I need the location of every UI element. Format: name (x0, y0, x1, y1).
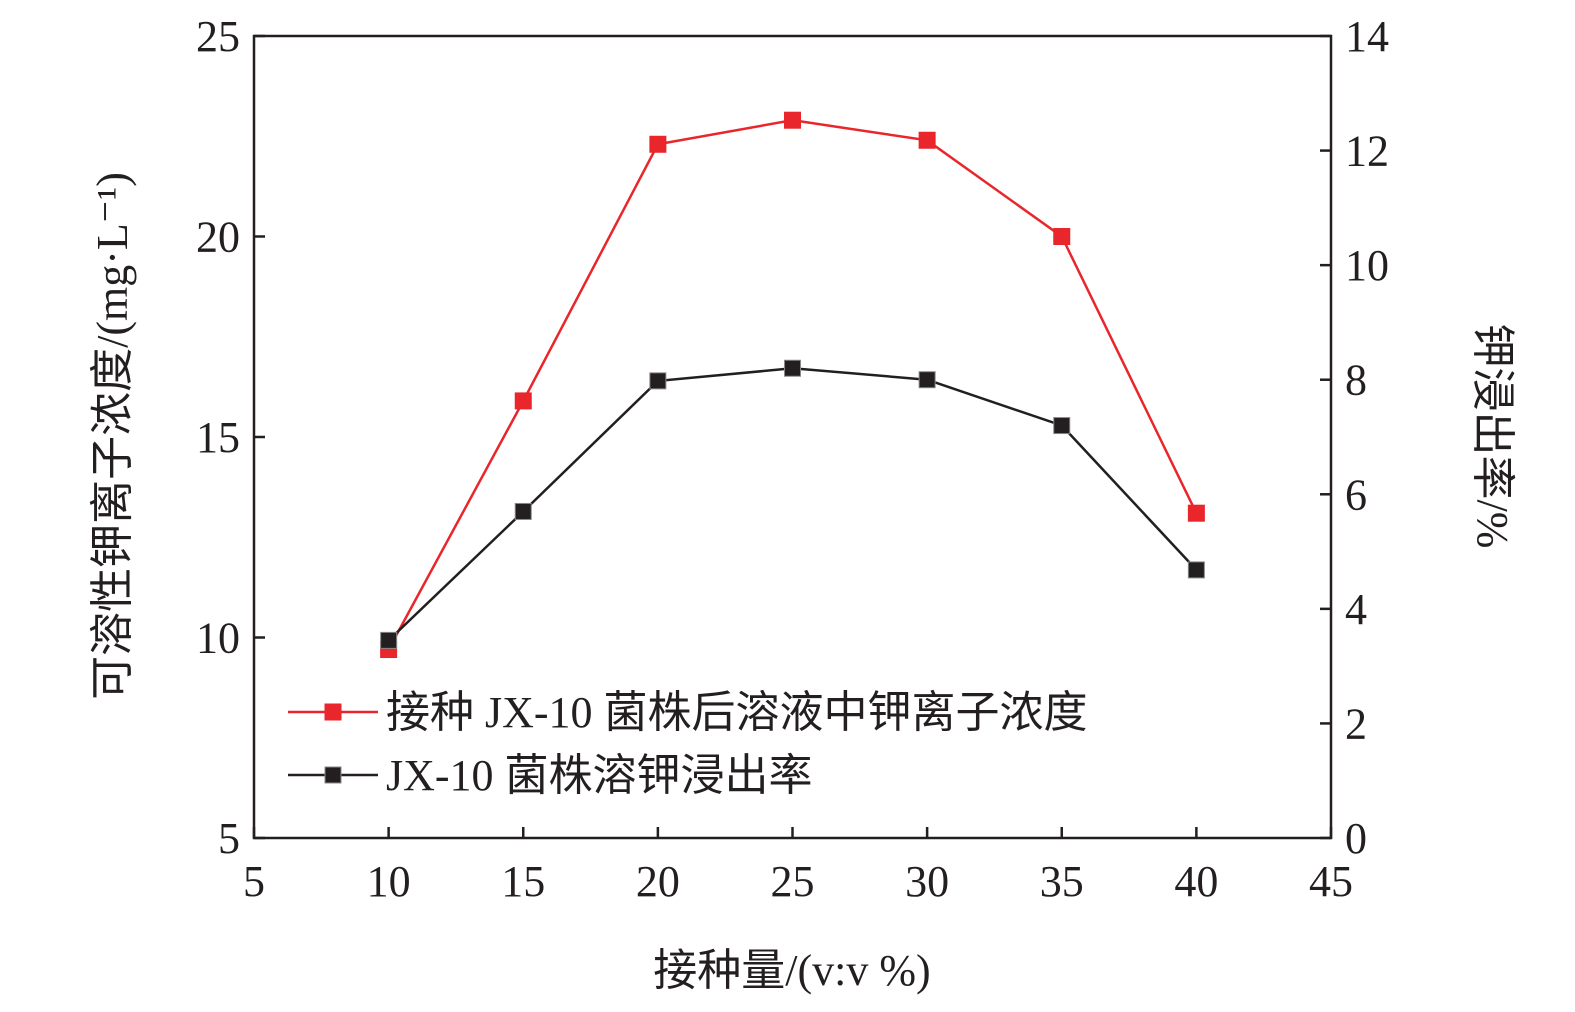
x-tick-label: 20 (636, 857, 680, 906)
data-point (1187, 504, 1205, 522)
data-point (1187, 561, 1205, 579)
x-tick-label: 5 (243, 857, 265, 906)
y-right-tick-label: 12 (1345, 127, 1389, 176)
x-tick-label: 35 (1040, 857, 1084, 906)
data-point (1053, 417, 1071, 435)
x-axis-title: 接种量/(v:v %) (653, 946, 930, 995)
data-point (514, 502, 532, 520)
y-right-tick-label: 4 (1345, 585, 1367, 634)
series-layer (380, 111, 1205, 659)
x-tick-label: 45 (1309, 857, 1353, 906)
x-tick-label: 30 (905, 857, 949, 906)
x-tick-label: 25 (771, 857, 815, 906)
series-line (387, 118, 1198, 651)
legend-marker (324, 766, 342, 784)
x-tick-label: 15 (501, 857, 545, 906)
y-axis-title-left: 可溶性钾离子浓度/(mg·L⁻¹) (88, 172, 137, 700)
data-point (784, 359, 801, 377)
data-point (1053, 228, 1071, 245)
y-right-tick-label: 0 (1345, 814, 1367, 863)
y-left-tick-label: 25 (196, 12, 240, 61)
y-right-tick-label: 2 (1345, 699, 1367, 748)
y-right-tick-label: 8 (1345, 356, 1367, 405)
legend-item-1: 接种 JX-10 菌株后溶液中钾离子浓度 (288, 688, 1088, 737)
data-point (918, 131, 936, 149)
data-point (380, 631, 398, 649)
x-tick-label: 40 (1174, 857, 1218, 906)
data-point (649, 135, 667, 153)
y-left-tick-label: 15 (196, 413, 240, 462)
legend-marker (324, 703, 342, 721)
series-1 (380, 111, 1205, 659)
legend-label: 接种 JX-10 菌株后溶液中钾离子浓度 (386, 688, 1088, 737)
x-tick-label: 10 (367, 857, 411, 906)
y-right-tick-label: 14 (1345, 12, 1389, 61)
legend-item-2: JX-10 菌株溶钾浸出率 (288, 751, 813, 800)
y-axis-title-right: 钾浸出率/% (1468, 324, 1517, 549)
y-left-tick-label: 5 (218, 814, 240, 863)
data-point (514, 392, 532, 410)
y-right-tick-label: 10 (1345, 241, 1389, 290)
ticks: 5 10 15 20 25 30 35 40 45 5 10 15 20 25 0 2 4 6 8 10 12 14 (196, 12, 1389, 906)
data-point (918, 371, 936, 389)
series-2 (380, 359, 1205, 649)
y-left-tick-label: 20 (196, 213, 240, 262)
data-point (784, 111, 801, 129)
series-line (387, 367, 1198, 642)
legend: 接种 JX-10 菌株后溶液中钾离子浓度 JX-10 菌株溶钾浸出率 (288, 688, 1088, 800)
legend-label: JX-10 菌株溶钾浸出率 (386, 751, 813, 800)
y-left-tick-label: 10 (196, 614, 240, 663)
y-right-tick-label: 6 (1345, 470, 1367, 519)
data-point (649, 372, 667, 390)
